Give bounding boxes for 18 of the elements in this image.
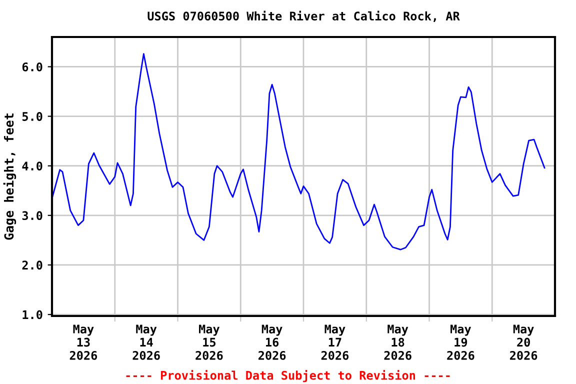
x-tick-label: May 14 2026 — [132, 324, 160, 360]
x-tick-label: May 18 2026 — [384, 324, 412, 360]
x-tick-label: May 16 2026 — [258, 324, 286, 360]
y-tick-label: 1.0 — [22, 310, 42, 320]
line-series — [52, 53, 546, 250]
y-tick-label: 5.0 — [22, 112, 42, 121]
x-tick-label: May 19 2026 — [447, 324, 474, 360]
y-tick-label: 4.0 — [22, 162, 42, 170]
y-tick-label: 2.0 — [22, 260, 42, 270]
x-tick-label: May 15 2026 — [196, 324, 223, 360]
x-tick-label: May 13 2026 — [70, 324, 98, 360]
y-tick-label: 3.0 — [22, 211, 42, 220]
text: ---- Provisional Data Subject to Revision ---- — [126, 370, 450, 382]
y-tick-label: 6.0 — [22, 62, 42, 72]
y-axis-title: Gage height, feet — [3, 114, 16, 240]
x-tick-label: May 17 2026 — [321, 324, 349, 360]
x-tick-label: May 20 2026 — [510, 324, 538, 360]
chart-title: USGS 07060500 White River at Calico Rock, AR — [148, 10, 460, 22]
